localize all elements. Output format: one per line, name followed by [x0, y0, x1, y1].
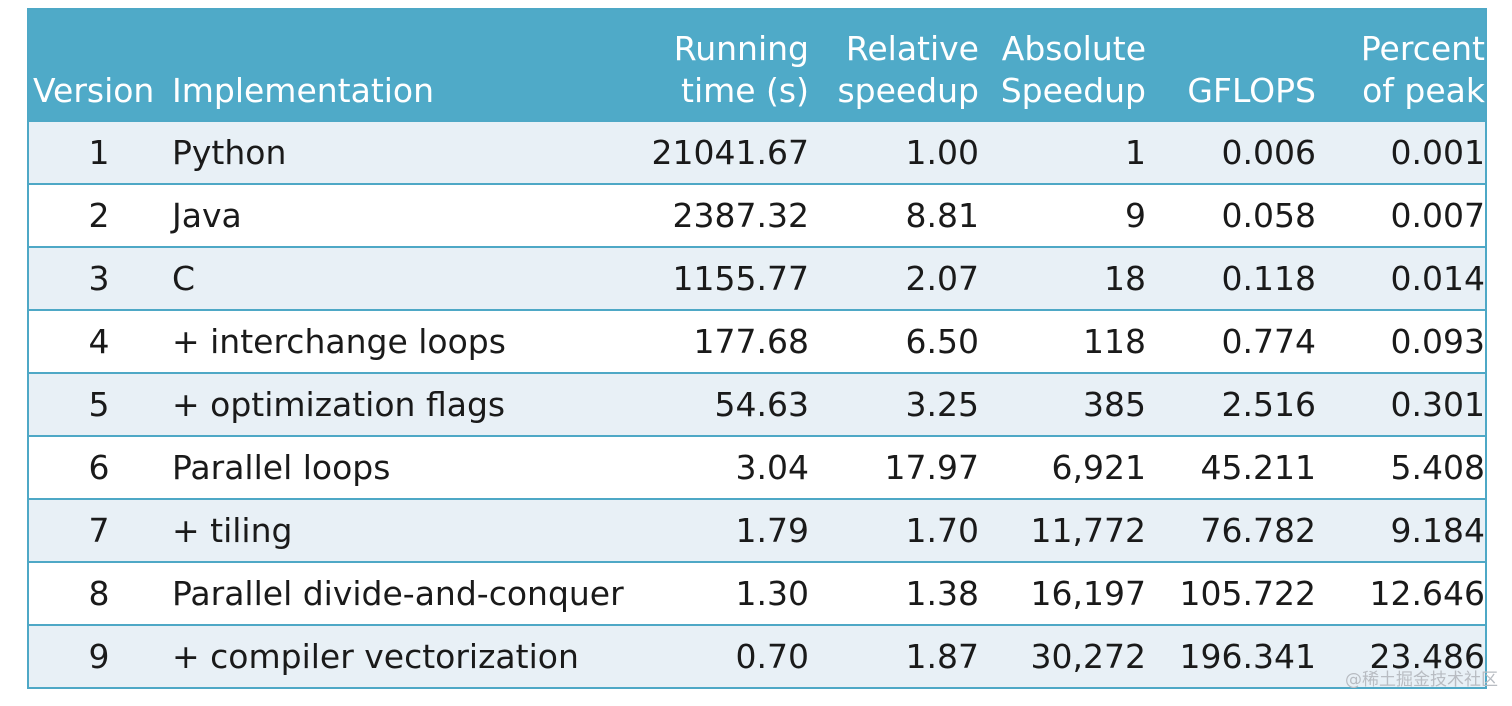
cell-gflops: 2.516: [1221, 385, 1316, 424]
cell-relative-speedup: 3.25: [905, 385, 979, 424]
cell-percent-of-peak: 0.001: [1390, 133, 1485, 172]
cell-gflops: 0.058: [1221, 196, 1316, 235]
cell-relative-speedup: 1.38: [905, 574, 979, 613]
header-gflops: GFLOPS: [1187, 71, 1316, 110]
cell-implementation: Parallel divide-and-conquer: [172, 574, 624, 613]
cell-running-time: 1155.77: [672, 259, 809, 298]
header-percent-of-peak: Percent of peak: [1360, 29, 1485, 110]
header-absolute-speedup: Absolute Speedup: [1000, 29, 1146, 110]
cell-gflops: 196.341: [1179, 637, 1316, 676]
cell-relative-speedup: 1.87: [905, 637, 979, 676]
cell-absolute-speedup: 1: [1125, 133, 1146, 172]
cell-percent-of-peak: 12.646: [1369, 574, 1485, 613]
cell-running-time: 1.79: [735, 511, 809, 550]
header-running-time: Running time (s): [673, 29, 809, 110]
cell-absolute-speedup: 9: [1125, 196, 1146, 235]
table-row: 1 Python 21041.67 1.00 1 0.006 0.001: [29, 120, 1485, 183]
watermark: @稀土掘金技术社区: [1345, 670, 1498, 690]
cell-absolute-speedup: 385: [1083, 385, 1146, 424]
cell-running-time: 54.63: [714, 385, 809, 424]
cell-implementation: + optimization flags: [172, 385, 506, 424]
cell-relative-speedup: 6.50: [905, 322, 979, 361]
cell-gflops: 0.774: [1221, 322, 1316, 361]
table-row: 7 + tiling 1.79 1.70 11,772 76.782 9.184: [29, 498, 1485, 561]
cell-running-time: 21041.67: [651, 133, 809, 172]
cell-absolute-speedup: 30,272: [1030, 637, 1146, 676]
cell-relative-speedup: 8.81: [905, 196, 979, 235]
cell-percent-of-peak: 23.486: [1369, 637, 1485, 676]
cell-version: 6: [88, 448, 110, 487]
cell-absolute-speedup: 118: [1083, 322, 1146, 361]
cell-version: 4: [88, 322, 110, 361]
cell-version: 8: [88, 574, 110, 613]
cell-version: 1: [88, 133, 110, 172]
table-row: 8 Parallel divide-and-conquer 1.30 1.38 16,1…: [29, 561, 1485, 624]
cell-percent-of-peak: 0.301: [1390, 385, 1485, 424]
cell-percent-of-peak: 0.093: [1390, 322, 1485, 361]
cell-percent-of-peak: 9.184: [1390, 511, 1485, 550]
cell-version: 7: [88, 511, 110, 550]
cell-implementation: C: [172, 259, 196, 298]
cell-implementation: Java: [172, 196, 242, 235]
cell-gflops: 105.722: [1179, 574, 1316, 613]
cell-implementation: + tiling: [172, 511, 293, 550]
cell-version: 2: [88, 196, 110, 235]
table-header-row: Version Implementation Running time (s) …: [29, 10, 1485, 120]
cell-implementation: Parallel loops: [172, 448, 391, 487]
cell-relative-speedup: 2.07: [905, 259, 979, 298]
cell-absolute-speedup: 6,921: [1051, 448, 1146, 487]
table-row: 2 Java 2387.32 8.81 9 0.058 0.007: [29, 183, 1485, 246]
table-body: 1 Python 21041.67 1.00 1 0.006 0.001 2 Java 2387.…: [29, 120, 1485, 687]
cell-percent-of-peak: 0.014: [1390, 259, 1485, 298]
cell-running-time: 0.70: [735, 637, 809, 676]
header-implementation: Implementation: [172, 71, 435, 110]
cell-running-time: 3.04: [735, 448, 809, 487]
cell-gflops: 76.782: [1200, 511, 1316, 550]
table-row: 5 + optimization flags 54.63 3.25 385 2.516 0.…: [29, 372, 1485, 435]
cell-percent-of-peak: 5.408: [1390, 448, 1485, 487]
header-relative-speedup: Relative speedup: [837, 29, 979, 110]
cell-relative-speedup: 17.97: [884, 448, 979, 487]
cell-gflops: 0.118: [1221, 259, 1316, 298]
table-row: 6 Parallel loops 3.04 17.97 6,921 45.211 5.408: [29, 435, 1485, 498]
cell-running-time: 177.68: [693, 322, 809, 361]
table-row: 9 + compiler vectorization 0.70 1.87 30,272 1…: [29, 624, 1485, 687]
cell-version: 9: [88, 637, 110, 676]
cell-implementation: Python: [172, 133, 287, 172]
cell-running-time: 2387.32: [672, 196, 809, 235]
cell-relative-speedup: 1.00: [905, 133, 979, 172]
cell-gflops: 45.211: [1200, 448, 1316, 487]
cell-absolute-speedup: 18: [1104, 259, 1146, 298]
cell-running-time: 1.30: [735, 574, 809, 613]
table-row: 3 C 1155.77 2.07 18 0.118 0.014: [29, 246, 1485, 309]
cell-absolute-speedup: 16,197: [1030, 574, 1146, 613]
cell-implementation: + interchange loops: [172, 322, 506, 361]
cell-relative-speedup: 1.70: [905, 511, 979, 550]
cell-implementation: + compiler vectorization: [172, 637, 579, 676]
cell-version: 3: [88, 259, 110, 298]
cell-absolute-speedup: 11,772: [1030, 511, 1146, 550]
table-row: 4 + interchange loops 177.68 6.50 118 0.774 0.…: [29, 309, 1485, 372]
performance-table: Version Implementation Running time (s) …: [27, 8, 1487, 689]
cell-percent-of-peak: 0.007: [1390, 196, 1485, 235]
cell-version: 5: [88, 385, 110, 424]
cell-gflops: 0.006: [1221, 133, 1316, 172]
header-version: Version: [33, 71, 155, 110]
